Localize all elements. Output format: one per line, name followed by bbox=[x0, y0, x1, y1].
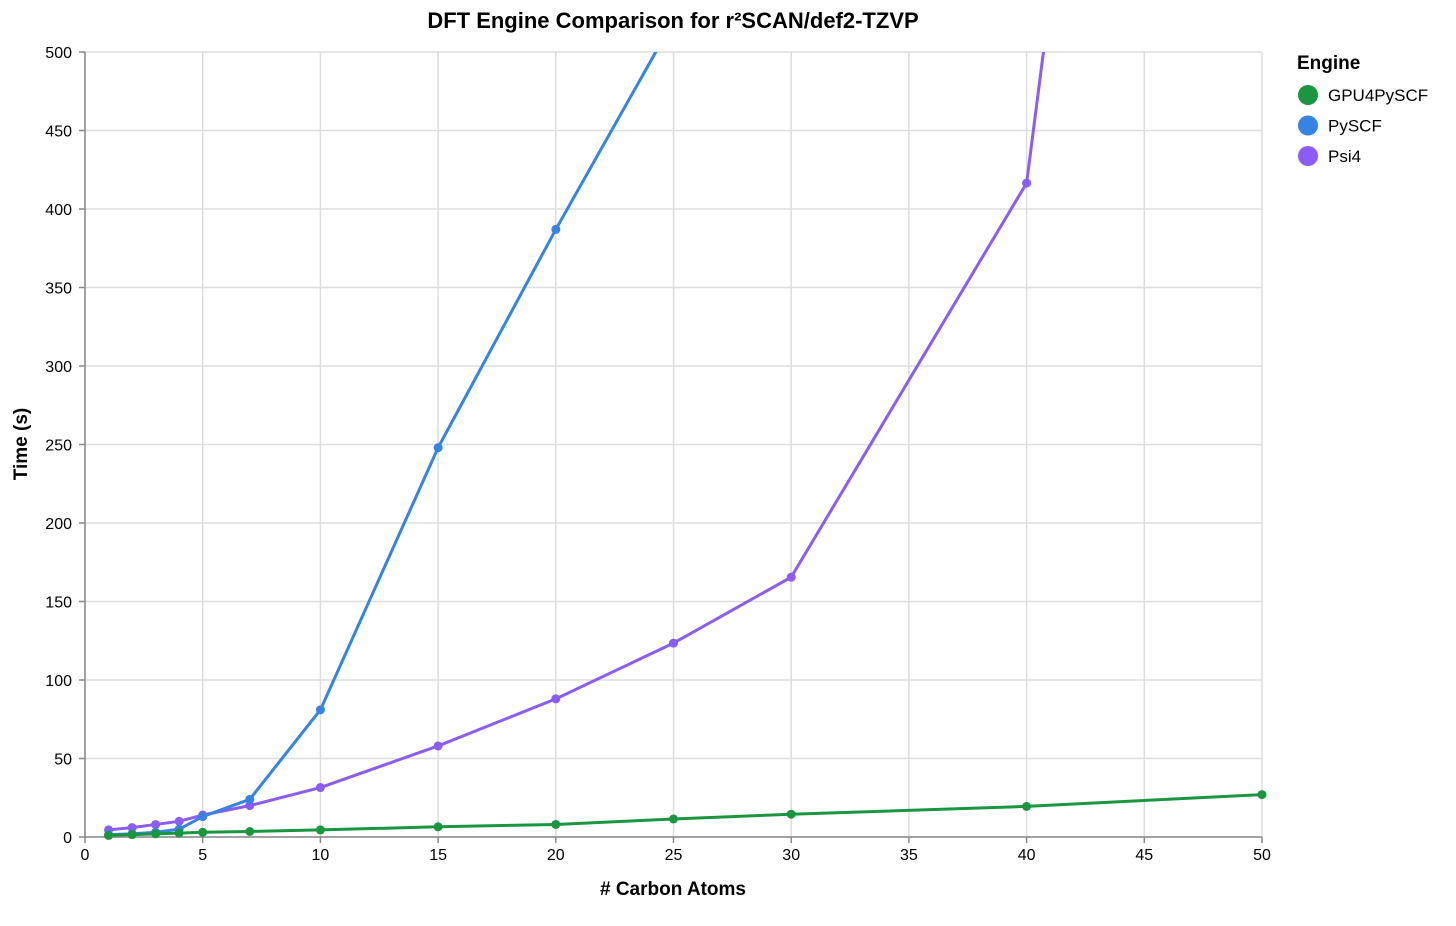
gpu4pyscf-point bbox=[174, 828, 184, 838]
gpu4pyscf-point bbox=[1022, 801, 1032, 811]
gpu4pyscf-point bbox=[127, 830, 137, 840]
x-tick-label: 40 bbox=[1018, 847, 1036, 864]
x-axis-ticks: 0 5 10 15 20 25 30 35 40 45 50 bbox=[81, 837, 1271, 864]
gridlines bbox=[84, 51, 1263, 838]
chart-title: DFT Engine Comparison for r²SCAN/def2-TZ… bbox=[427, 8, 918, 33]
y-tick-label: 300 bbox=[45, 359, 72, 376]
y-axis-title: Time (s) bbox=[11, 408, 32, 481]
x-tick-label: 35 bbox=[900, 847, 918, 864]
y-tick-label: 250 bbox=[45, 438, 72, 455]
legend-swatch-psi4 bbox=[1298, 146, 1318, 166]
gpu4pyscf-point bbox=[104, 830, 114, 840]
psi4-point bbox=[127, 823, 137, 833]
y-tick-label: 200 bbox=[45, 516, 72, 533]
psi4-point bbox=[174, 816, 184, 826]
y-tick-label: 100 bbox=[45, 673, 72, 690]
gpu4pyscf-point bbox=[315, 825, 325, 835]
y-tick-label: 450 bbox=[45, 124, 72, 141]
x-tick-label: 15 bbox=[429, 847, 447, 864]
y-tick-label: 150 bbox=[45, 595, 72, 612]
gpu4pyscf-point bbox=[1257, 790, 1267, 800]
gpu4pyscf-point bbox=[551, 819, 561, 829]
y-tick-label: 500 bbox=[45, 45, 72, 62]
gpu4pyscf-point bbox=[151, 829, 161, 839]
series-lines bbox=[108, 52, 1262, 837]
psi4-point bbox=[245, 801, 255, 811]
gpu4pyscf-point bbox=[245, 827, 255, 837]
psi4-line bbox=[108, 52, 1045, 832]
psi4-point bbox=[151, 819, 161, 829]
gpu4pyscf-point bbox=[433, 822, 443, 832]
psi4-point bbox=[1022, 178, 1032, 188]
legend-label-psi4: Psi4 bbox=[1328, 147, 1361, 166]
pyscf-point bbox=[198, 812, 208, 822]
psi4-point bbox=[669, 638, 678, 648]
legend-title: Engine bbox=[1297, 53, 1360, 74]
x-tick-label: 10 bbox=[312, 847, 330, 864]
psi4-point bbox=[786, 572, 796, 582]
legend-label-gpu4pyscf: GPU4PySCF bbox=[1328, 86, 1428, 105]
pyscf-point bbox=[433, 443, 443, 453]
legend-swatch-pyscf bbox=[1298, 115, 1318, 136]
legend: Engine GPU4PySCF PySCF Psi4 bbox=[1297, 53, 1428, 166]
x-tick-label: 45 bbox=[1135, 847, 1153, 864]
x-tick-label: 5 bbox=[198, 847, 207, 864]
series-points bbox=[104, 178, 1267, 840]
x-tick-label: 25 bbox=[665, 847, 683, 864]
x-tick-label: 0 bbox=[81, 847, 90, 864]
y-axis-ticks: 0 50 100 150 200 250 300 350 400 450 500 bbox=[45, 45, 85, 847]
y-tick-label: 400 bbox=[45, 202, 72, 219]
psi4-point bbox=[315, 783, 325, 793]
psi4-point bbox=[551, 694, 561, 704]
legend-label-pyscf: PySCF bbox=[1328, 117, 1382, 136]
pyscf-point bbox=[245, 794, 255, 804]
y-tick-label: 0 bbox=[63, 830, 72, 847]
x-tick-label: 20 bbox=[547, 847, 565, 864]
x-axis-title: # Carbon Atoms bbox=[600, 879, 746, 900]
gpu4pyscf-point bbox=[786, 809, 796, 819]
pyscf-line bbox=[108, 52, 658, 837]
gpu4pyscf-point bbox=[198, 827, 208, 837]
x-tick-label: 30 bbox=[782, 847, 800, 864]
y-tick-label: 350 bbox=[45, 281, 72, 298]
gpu4pyscf-point bbox=[669, 814, 678, 824]
y-tick-label: 50 bbox=[54, 752, 72, 769]
gpu4pyscf-line bbox=[108, 793, 1262, 837]
legend-swatch-gpu4pyscf bbox=[1298, 85, 1318, 105]
x-tick-label: 50 bbox=[1253, 847, 1271, 864]
psi4-point bbox=[433, 741, 443, 751]
pyscf-point bbox=[315, 705, 325, 715]
pyscf-point bbox=[551, 224, 561, 234]
